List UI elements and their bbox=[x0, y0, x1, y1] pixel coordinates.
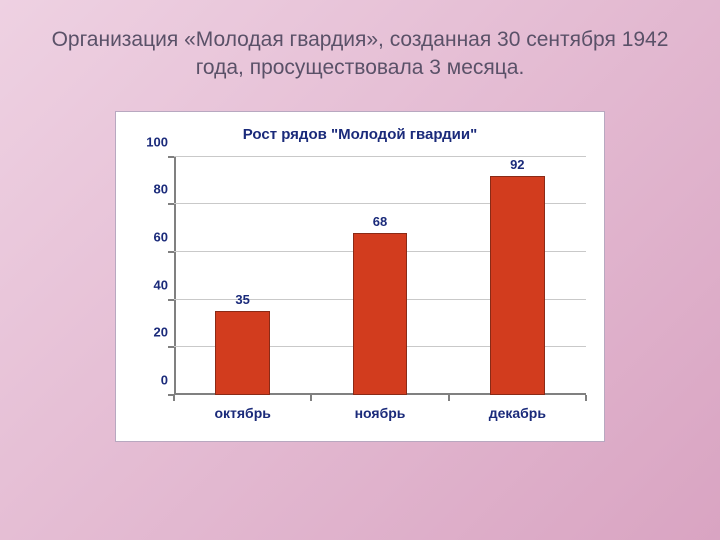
y-tick-mark bbox=[168, 251, 174, 253]
y-tick-label: 100 bbox=[132, 134, 168, 149]
x-axis-labels: октябрь ноябрь декабрь bbox=[174, 399, 586, 429]
bar-value-label: 92 bbox=[491, 157, 544, 172]
y-tick-label: 20 bbox=[132, 325, 168, 340]
y-tick-mark bbox=[168, 203, 174, 205]
x-category-label: декабрь bbox=[489, 405, 546, 421]
plot-area: 020406080100356892 bbox=[174, 157, 586, 395]
chart-title: Рост рядов "Молодой гвардии" bbox=[124, 126, 596, 143]
bar-value-label: 35 bbox=[216, 292, 269, 307]
bar: 35 bbox=[215, 311, 270, 394]
y-tick-mark bbox=[168, 156, 174, 158]
chart-container: Рост рядов "Молодой гвардии" 0 20 40 60 80 10… bbox=[115, 111, 605, 442]
y-tick-mark bbox=[168, 346, 174, 348]
y-axis bbox=[174, 157, 176, 395]
y-tick-label: 80 bbox=[132, 182, 168, 197]
x-category-label: октябрь bbox=[214, 405, 270, 421]
bar: 92 bbox=[490, 176, 545, 395]
y-tick-label: 40 bbox=[132, 277, 168, 292]
slide: Организация «Молодая гвардия», созданная… bbox=[0, 0, 720, 540]
bar-value-label: 68 bbox=[354, 214, 407, 229]
y-tick-label: 60 bbox=[132, 229, 168, 244]
y-tick-mark bbox=[168, 299, 174, 301]
bar: 68 bbox=[353, 233, 408, 395]
y-tick-label: 0 bbox=[132, 372, 168, 387]
x-category-label: ноябрь bbox=[355, 405, 406, 421]
page-title: Организация «Молодая гвардия», созданная… bbox=[40, 26, 680, 83]
